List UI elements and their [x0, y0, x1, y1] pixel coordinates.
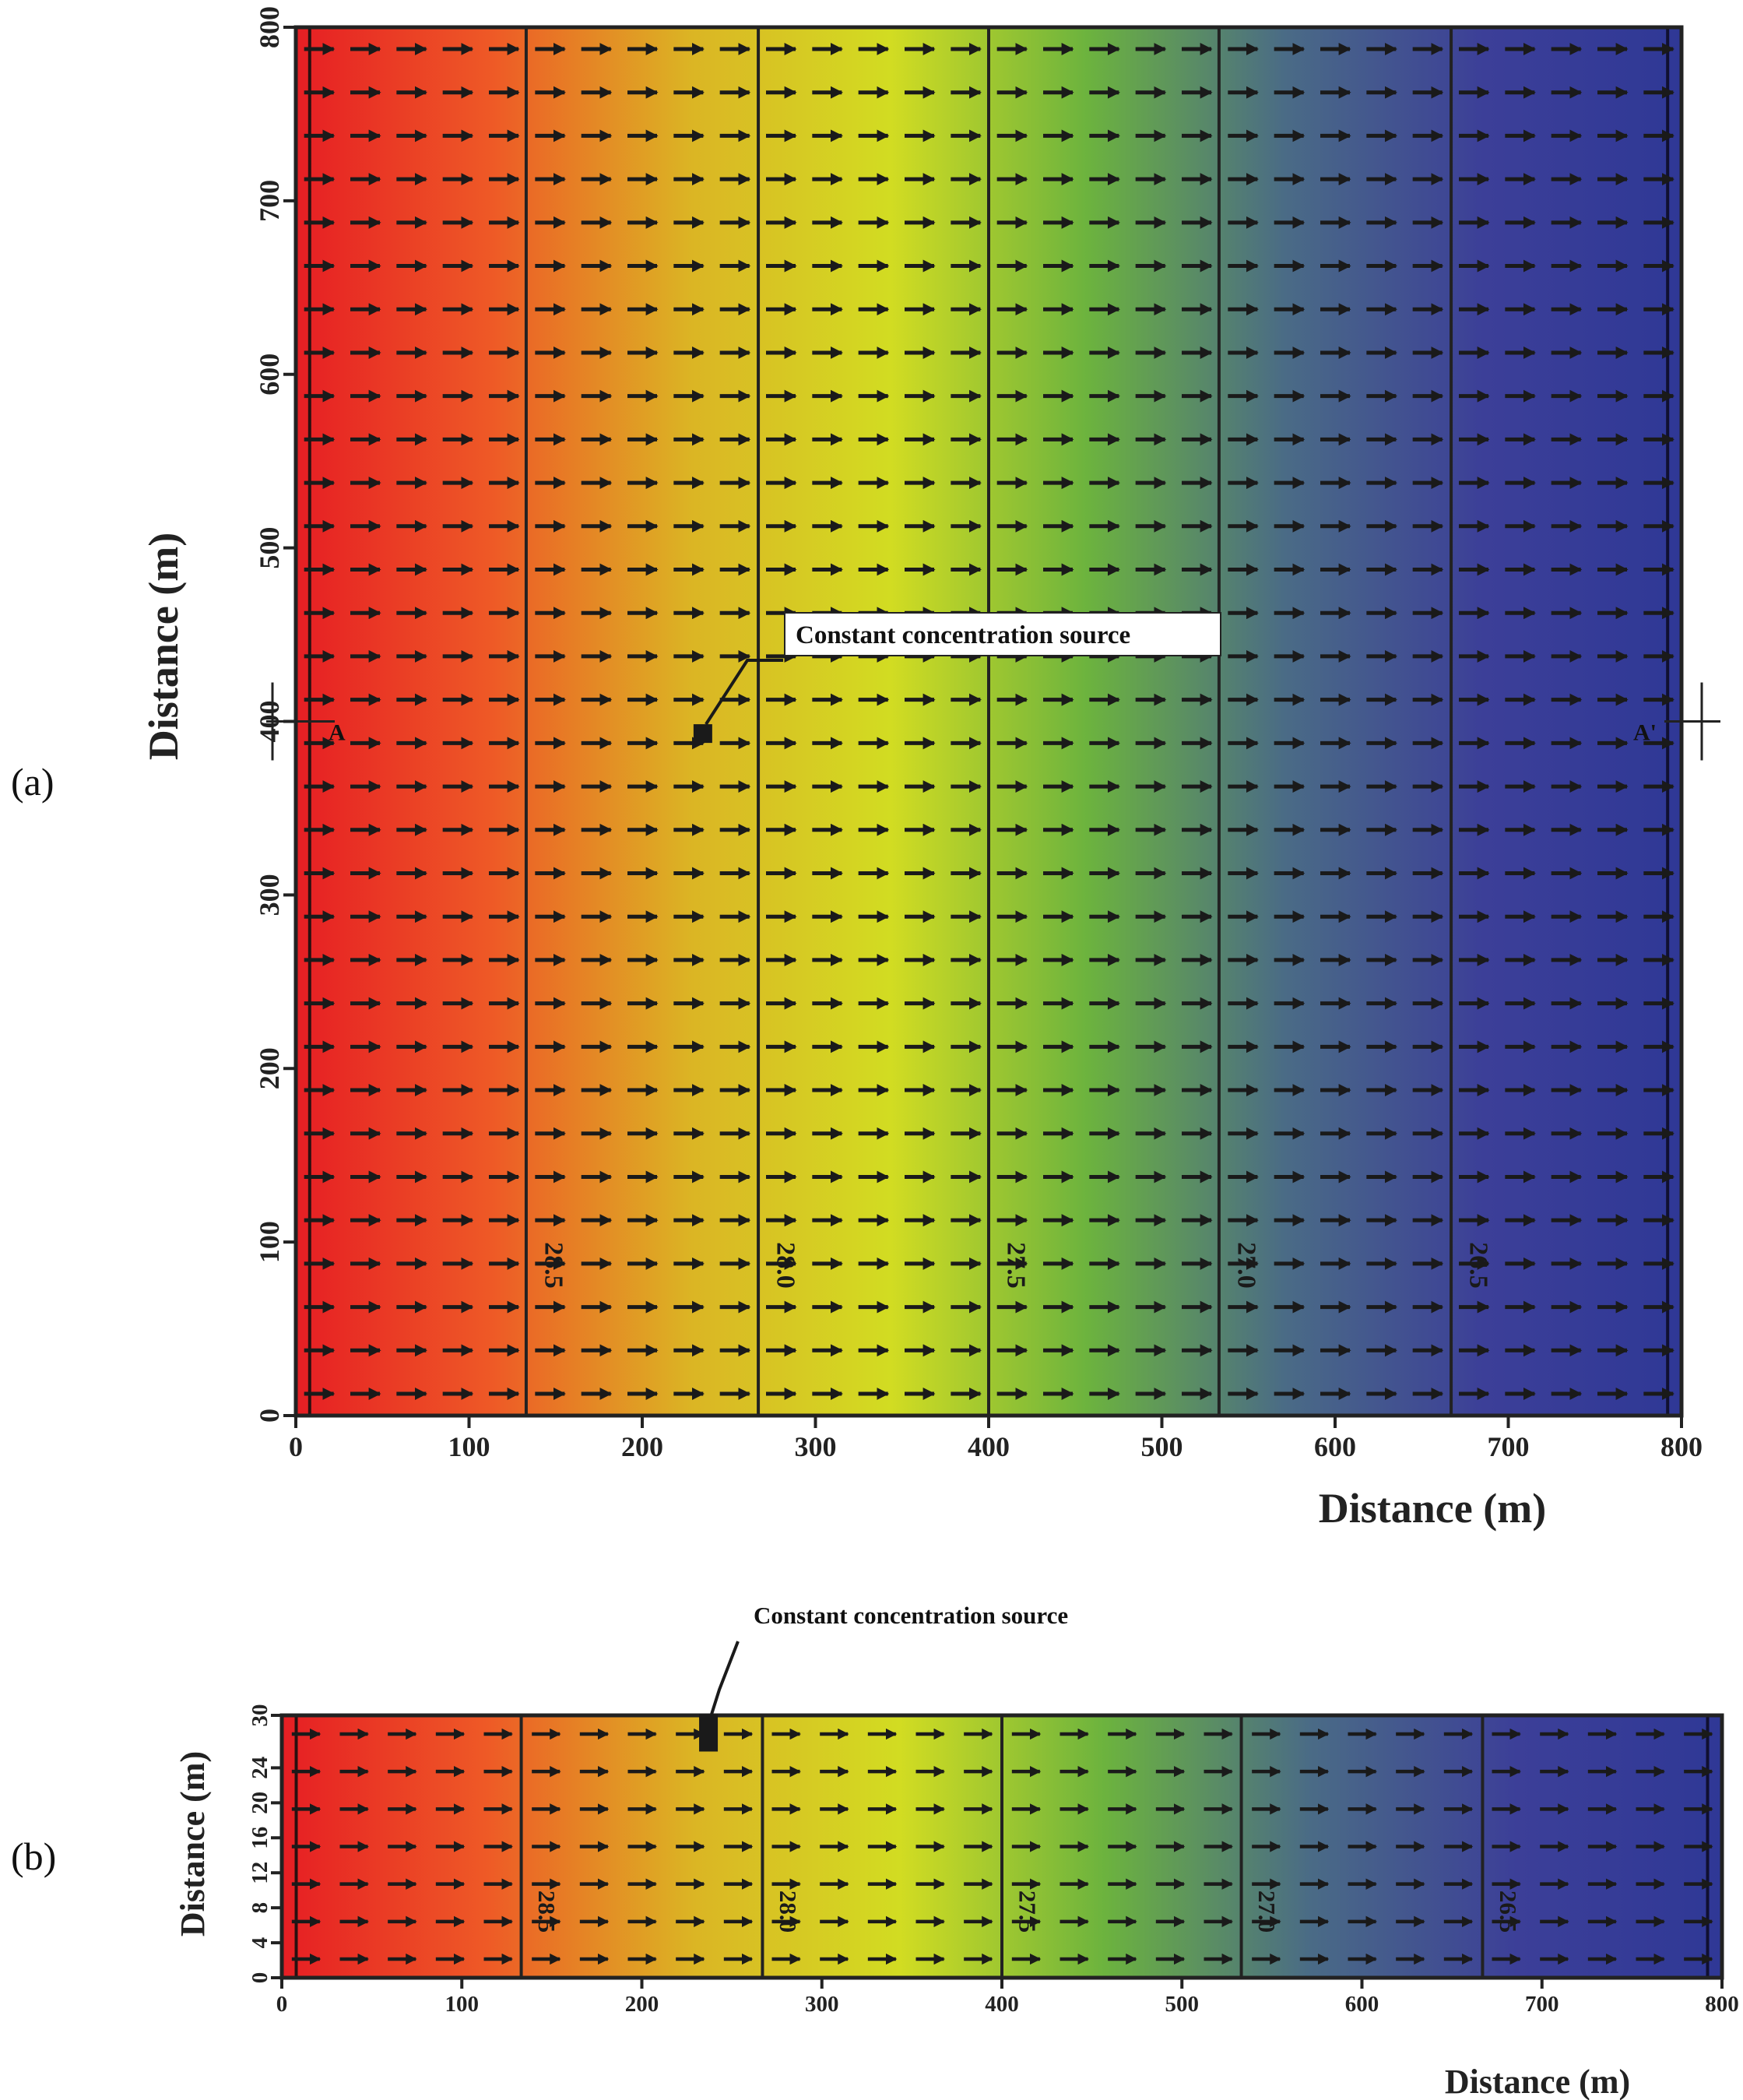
- x-tick-label: 600: [1314, 1431, 1356, 1462]
- y-tick-label: 0: [254, 1409, 285, 1423]
- y-axis-title: Distance (m): [140, 533, 187, 760]
- x-axis-title: Distance (m): [1319, 1485, 1546, 1532]
- callout-leader: [710, 1641, 740, 1715]
- contour-label: 26.5: [1495, 1891, 1522, 1933]
- x-tick-label: 700: [1488, 1431, 1530, 1462]
- x-tick-label: 300: [795, 1431, 837, 1462]
- callout-leader: [705, 659, 783, 726]
- contour-label: 26.5: [1464, 1242, 1493, 1289]
- y-tick-label: 500: [254, 527, 285, 569]
- x-tick-label: 100: [448, 1431, 490, 1462]
- panel-label-a: (a): [11, 760, 54, 804]
- contour-label: 27.5: [1014, 1891, 1041, 1933]
- x-tick-label: 400: [968, 1431, 1010, 1462]
- y-tick-label: 300: [254, 874, 285, 916]
- x-tick-label: 800: [1660, 1431, 1703, 1462]
- chart-panel-b: 28.5 28.0 27.5 27.0 26.50 100 200 300 400 500 600 7…: [174, 1602, 1739, 2100]
- x-tick-label: 300: [805, 1992, 839, 2017]
- x-tick-label: 500: [1165, 1992, 1200, 2017]
- y-tick-label: 200: [254, 1047, 285, 1089]
- y-tick-label: 600: [254, 354, 285, 396]
- source-marker: [699, 1714, 719, 1752]
- callout-text: Constant concentration source: [796, 621, 1130, 649]
- y-tick-label: 8: [248, 1902, 272, 1914]
- y-tick-label: 20: [248, 1792, 272, 1814]
- callout-box: [784, 612, 1221, 656]
- x-tick-label: 700: [1525, 1992, 1559, 2017]
- y-tick-label: 4: [248, 1937, 272, 1949]
- contour-label: 28.5: [533, 1891, 561, 1933]
- flow-arrows: [304, 42, 1674, 1401]
- contour-label: 27.0: [1253, 1891, 1281, 1933]
- contour-label: 28.0: [775, 1891, 802, 1933]
- x-tick-label: 0: [276, 1992, 288, 2017]
- x-tick-label: 100: [445, 1992, 480, 2017]
- y-tick-label: 16: [248, 1827, 272, 1849]
- source-callout: Constant concentration source: [710, 1602, 1068, 1715]
- y-tick-label: 700: [254, 180, 285, 222]
- x-tick-label: 600: [1345, 1992, 1379, 2017]
- x-tick-label: 200: [621, 1431, 663, 1462]
- chart-panel-a: 28.5 28.0 27.5 27.0 26.5 0 100 200 300 400 500 600 7…: [140, 6, 1720, 1532]
- y-tick-label: 800: [254, 6, 285, 48]
- callout-text: Constant concentration source: [754, 1602, 1068, 1629]
- source-callout: Constant concentration source: [705, 612, 1221, 726]
- section-label-start: A: [329, 720, 346, 746]
- contour-label: 27.0: [1232, 1242, 1260, 1289]
- section-label-end: A': [1633, 720, 1657, 746]
- y-tick-label: 24: [248, 1757, 272, 1779]
- x-tick-label: 500: [1141, 1431, 1183, 1462]
- y-tick-label: 12: [248, 1862, 272, 1884]
- y-tick-label: 0: [248, 1972, 272, 1984]
- x-tick-label: 800: [1705, 1992, 1739, 2017]
- flow-arrows: [291, 1728, 1713, 1965]
- panel-label-b: (b): [11, 1834, 57, 1878]
- contour-label: 28.0: [771, 1242, 800, 1289]
- x-tick-label: 0: [289, 1431, 303, 1462]
- x-tick-label: 200: [625, 1992, 659, 2017]
- source-marker: [693, 724, 712, 744]
- contour-label: 27.5: [1002, 1242, 1031, 1289]
- y-tick-label: 100: [254, 1221, 285, 1263]
- contour-label: 28.5: [539, 1242, 568, 1289]
- x-tick-label: 400: [985, 1992, 1019, 2017]
- y-axis-title: Distance (m): [174, 1751, 212, 1936]
- y-tick-label: 30: [248, 1704, 272, 1727]
- x-axis-title: Distance (m): [1445, 2063, 1630, 2100]
